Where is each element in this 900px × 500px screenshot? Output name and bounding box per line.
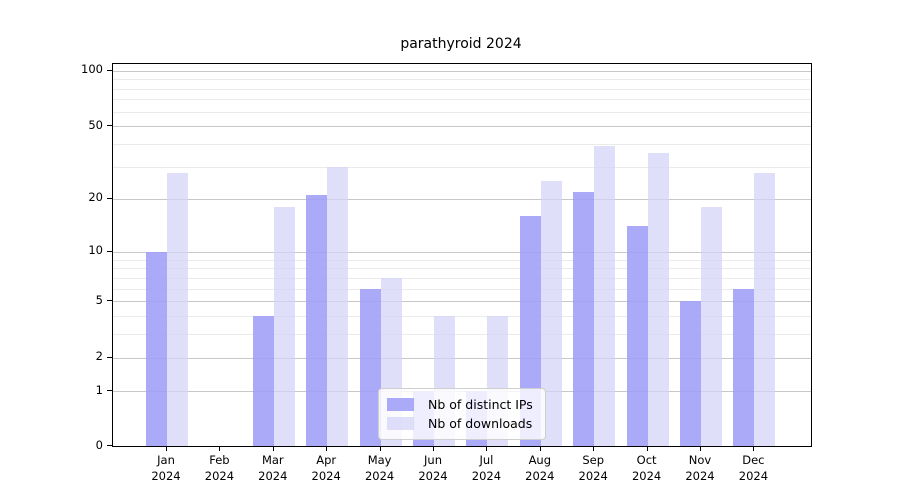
legend: Nb of distinct IPs Nb of downloads	[378, 388, 546, 440]
major-gridline-20	[113, 198, 811, 200]
x-tick-jan	[166, 446, 167, 451]
bar-distinct-ips-oct	[626, 226, 648, 446]
y-tick-label-1: 1	[95, 382, 103, 397]
x-tick-jul	[486, 446, 488, 451]
legend-label-distinct-ips: Nb of distinct IPs	[428, 397, 533, 412]
y-tick-10	[107, 250, 112, 252]
x-tick-label-jan: Jan 2024	[151, 453, 181, 483]
bar-downloads-oct	[647, 152, 669, 446]
legend-entry-downloads: Nb of downloads	[387, 414, 537, 433]
bar-downloads-nov	[701, 207, 722, 446]
y-tick-label-50: 50	[88, 117, 103, 132]
bar-downloads-mar	[273, 207, 295, 446]
y-tick-label-5: 5	[95, 292, 103, 307]
y-tick-50	[107, 125, 112, 127]
x-tick-mar	[272, 446, 274, 451]
major-gridline-50	[113, 126, 811, 128]
minor-gridline-90	[113, 79, 811, 81]
bar-distinct-ips-jan	[146, 251, 167, 446]
bar-downloads-apr	[327, 167, 349, 446]
x-tick-label-mar: Mar 2024	[258, 453, 288, 483]
x-tick-sep	[593, 446, 595, 451]
major-gridline-10	[113, 251, 811, 253]
x-tick-label-jun: Jun 2024	[418, 453, 448, 483]
minor-gridline-70	[113, 99, 811, 101]
x-tick-apr	[326, 446, 328, 451]
major-gridline-2	[113, 357, 811, 359]
bar-downloads-sep	[594, 146, 616, 446]
major-gridline-100	[113, 70, 811, 72]
x-tick-aug	[539, 446, 541, 451]
legend-entry-distinct-ips: Nb of distinct IPs	[387, 395, 537, 414]
legend-swatch-distinct-ips	[387, 398, 414, 411]
minor-gridline-4	[113, 316, 811, 318]
y-tick-2	[107, 356, 112, 358]
x-tick-label-oct: Oct 2024	[631, 453, 662, 483]
legend-swatch-downloads	[387, 417, 414, 430]
y-tick-label-0: 0	[95, 437, 103, 452]
minor-gridline-30	[113, 167, 811, 169]
x-tick-feb	[219, 446, 221, 451]
x-tick-may	[379, 446, 381, 451]
minor-gridline-60	[113, 111, 811, 113]
minor-gridline-8	[113, 268, 811, 270]
y-tick-label-20: 20	[88, 190, 103, 205]
legend-label-downloads: Nb of downloads	[428, 416, 533, 431]
minor-gridline-80	[113, 88, 811, 90]
y-tick-label-10: 10	[88, 243, 103, 258]
x-tick-oct	[646, 446, 648, 451]
x-tick-label-apr: Apr 2024	[311, 453, 341, 483]
x-tick-label-jul: Jul 2024	[471, 453, 502, 483]
bar-downloads-dec	[754, 172, 776, 446]
major-gridline-5	[113, 301, 811, 303]
chart-title: parathyroid 2024	[400, 36, 522, 52]
y-tick-label-2: 2	[95, 349, 103, 364]
y-tick-label-100: 100	[81, 62, 103, 77]
bar-distinct-ips-nov	[680, 301, 701, 446]
minor-gridline-9	[113, 259, 811, 261]
y-tick-20	[107, 197, 112, 199]
bar-distinct-ips-apr	[306, 195, 328, 446]
minor-gridline-7	[113, 277, 811, 279]
x-tick-label-nov: Nov 2024	[685, 453, 715, 483]
x-tick-label-feb: Feb 2024	[204, 453, 235, 483]
x-tick-label-aug: Aug 2024	[525, 453, 555, 483]
bar-distinct-ips-dec	[733, 288, 755, 446]
y-tick-0	[107, 445, 112, 446]
minor-gridline-40	[113, 144, 811, 146]
bar-distinct-ips-may	[359, 288, 381, 446]
x-tick-nov	[700, 446, 701, 451]
minor-gridline-3	[113, 334, 811, 336]
y-tick-1	[107, 390, 112, 391]
bar-distinct-ips-mar	[252, 316, 274, 446]
bar-distinct-ips-sep	[573, 191, 595, 446]
y-tick-100	[107, 69, 112, 71]
bar-downloads-jan	[167, 172, 188, 446]
y-tick-5	[107, 300, 112, 302]
x-tick-jun	[433, 446, 434, 451]
x-tick-label-sep: Sep 2024	[578, 453, 608, 483]
x-tick-label-may: May 2024	[364, 453, 395, 483]
bar-downloads-aug	[540, 181, 562, 446]
minor-gridline-6	[113, 288, 811, 290]
x-tick-label-dec: Dec 2024	[738, 453, 769, 483]
x-tick-dec	[753, 446, 755, 451]
